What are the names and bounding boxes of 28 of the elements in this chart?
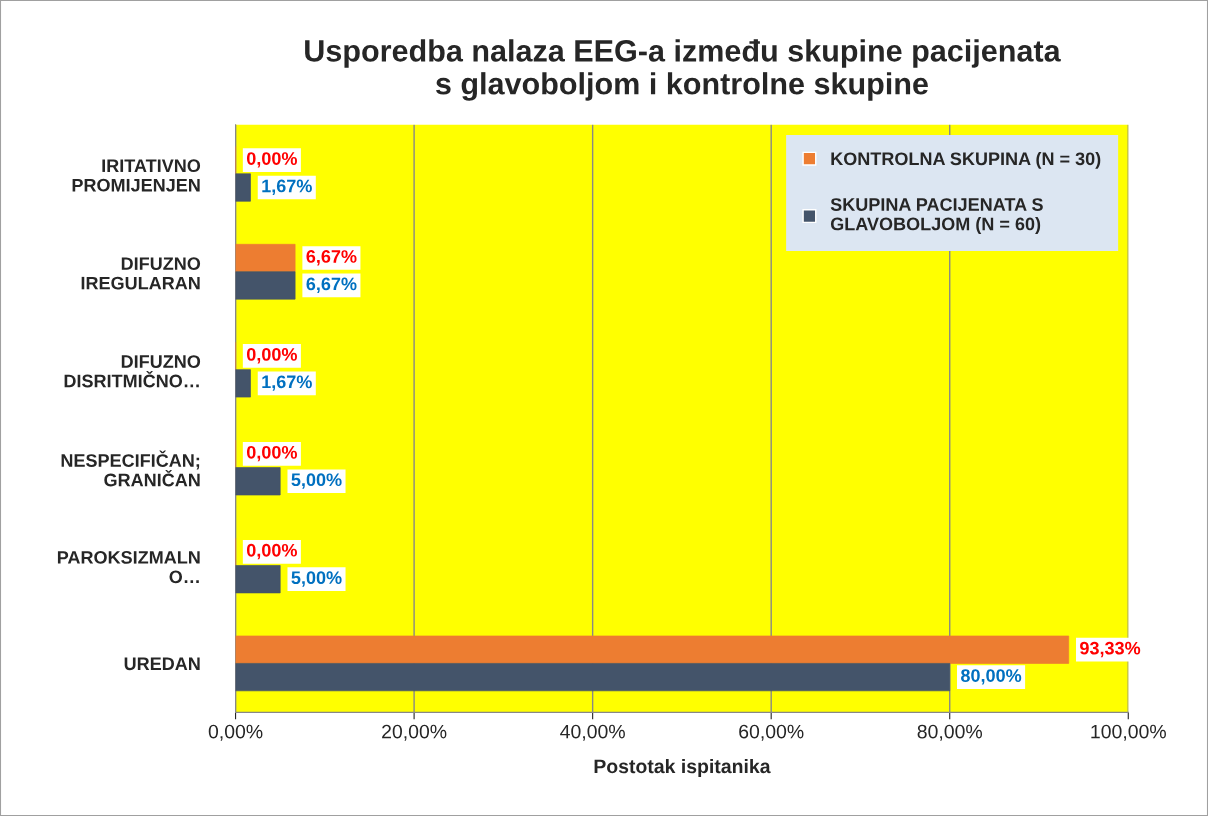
x-tick-label: 40,00% <box>560 724 625 741</box>
data-label: 0,00% <box>246 445 297 462</box>
x-axis-title: Postotak ispitanika <box>594 758 771 778</box>
chart-title: Usporedba nalaza EEG-a između skupine pacijenata s glavoboljom i kontrolne skupine <box>305 39 1061 101</box>
data-label: 1,67% <box>262 375 312 391</box>
x-tick-label: 60,00% <box>739 724 804 741</box>
data-label: 0,00% <box>246 152 297 168</box>
x-tick-label: 100,00% <box>1091 724 1166 741</box>
data-label: 0,00% <box>246 543 297 560</box>
data-label: 6,67% <box>306 277 357 293</box>
y-tick-label: PAROKSIZMALN O… <box>57 551 200 584</box>
y-tick-label: UREDAN <box>124 657 200 671</box>
y-tick-label: DIFUZNO DISRITMIČNO… <box>64 355 201 388</box>
data-label: 1,67% <box>262 179 312 195</box>
x-tick-label: 0,00% <box>208 724 263 741</box>
y-tick-label: NESPECIFIČAN; GRANIČAN <box>61 450 200 487</box>
data-label: 0,00% <box>246 348 297 364</box>
data-label: 93,33% <box>1080 641 1141 658</box>
data-label: 80,00% <box>961 669 1022 685</box>
x-tick-label: 80,00% <box>917 724 983 741</box>
data-label: 5,00% <box>291 473 342 489</box>
x-tick-label: 20,00% <box>382 724 447 741</box>
y-tick-label: IRITATIVNO PROMIJENJEN <box>72 159 201 192</box>
legend-label: KONTROLNA SKUPINA (N = 30) <box>831 151 1101 169</box>
legend-label: SKUPINA PACIJENATA S GLAVOBOLJOM (N = 60) <box>830 198 1043 234</box>
data-label: 5,00% <box>291 571 342 587</box>
y-tick-label: DIFUZNO IREGULARAN <box>81 257 201 290</box>
data-label: 6,67% <box>306 250 357 266</box>
